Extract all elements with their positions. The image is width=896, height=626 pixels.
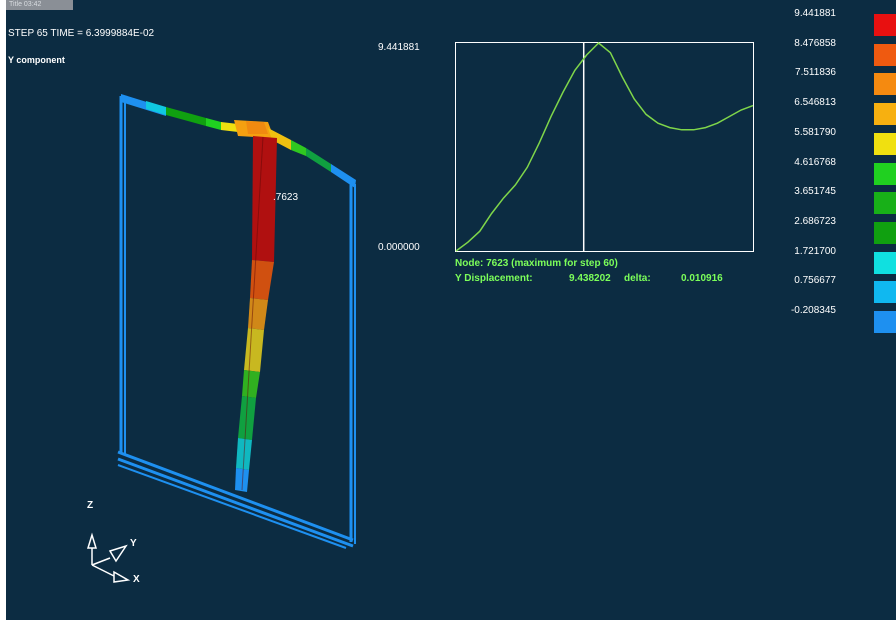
frame: [117, 94, 356, 549]
legend-value: 8.476858: [794, 37, 836, 49]
legend-value: 5.581790: [794, 126, 836, 138]
step-time-label: STEP 65 TIME = 6.3999884E-02: [8, 28, 155, 39]
legend-swatch: [874, 251, 896, 274]
plot-ymin-label: 0.000000: [378, 242, 420, 253]
plot-frame: [455, 42, 754, 252]
legend-swatch: [874, 14, 896, 36]
legend-swatch: [874, 162, 896, 185]
model-view[interactable]: [6, 0, 896, 620]
legend-swatch: [874, 311, 896, 333]
legend-swatch: [874, 221, 896, 244]
node-label: .7623: [273, 192, 299, 203]
plot-info-disp-value: 9.438202: [569, 273, 611, 284]
legend-value: 0.756677: [794, 275, 836, 287]
series-line: [455, 42, 754, 252]
legend-value: 7.511836: [795, 67, 836, 79]
legend-value: 3.651745: [794, 186, 836, 198]
legend-swatch: [874, 103, 896, 126]
legend-value: 6.546813: [794, 97, 836, 109]
plot-info-delta-value: 0.010916: [681, 273, 723, 284]
window-label: Title 03:42: [6, 0, 73, 10]
plot-info-node: Node: 7623 (maximum for step 60): [455, 258, 618, 269]
legend-value: 4.616768: [794, 156, 836, 168]
axis-z-label: Z: [87, 500, 94, 511]
legend-value: 1.721700: [794, 245, 836, 257]
legend-swatch: [874, 43, 896, 66]
component-label: Y component: [8, 55, 65, 65]
axis-x-label: X: [133, 574, 140, 585]
legend-value: -0.208345: [790, 305, 836, 316]
axes-triad: [86, 532, 131, 583]
plot-info-disp-label: Y Displacement:: [455, 273, 533, 284]
plot-info-delta-label: delta:: [624, 273, 651, 284]
plot-ymax-label: 9.441881: [378, 42, 420, 53]
time-history-plot[interactable]: [455, 42, 754, 252]
legend-swatch: [874, 281, 896, 304]
legend-swatch: [874, 132, 896, 155]
graphics-viewport[interactable]: Title 03:42 STEP 65 TIME = 6.3999884E-02…: [6, 0, 896, 620]
legend-value: 9.441881: [794, 8, 836, 19]
legend-value: 2.686723: [794, 215, 836, 227]
legend-swatch: [874, 73, 896, 96]
axis-y-label: Y: [130, 538, 137, 549]
legend-swatch: [874, 192, 896, 215]
